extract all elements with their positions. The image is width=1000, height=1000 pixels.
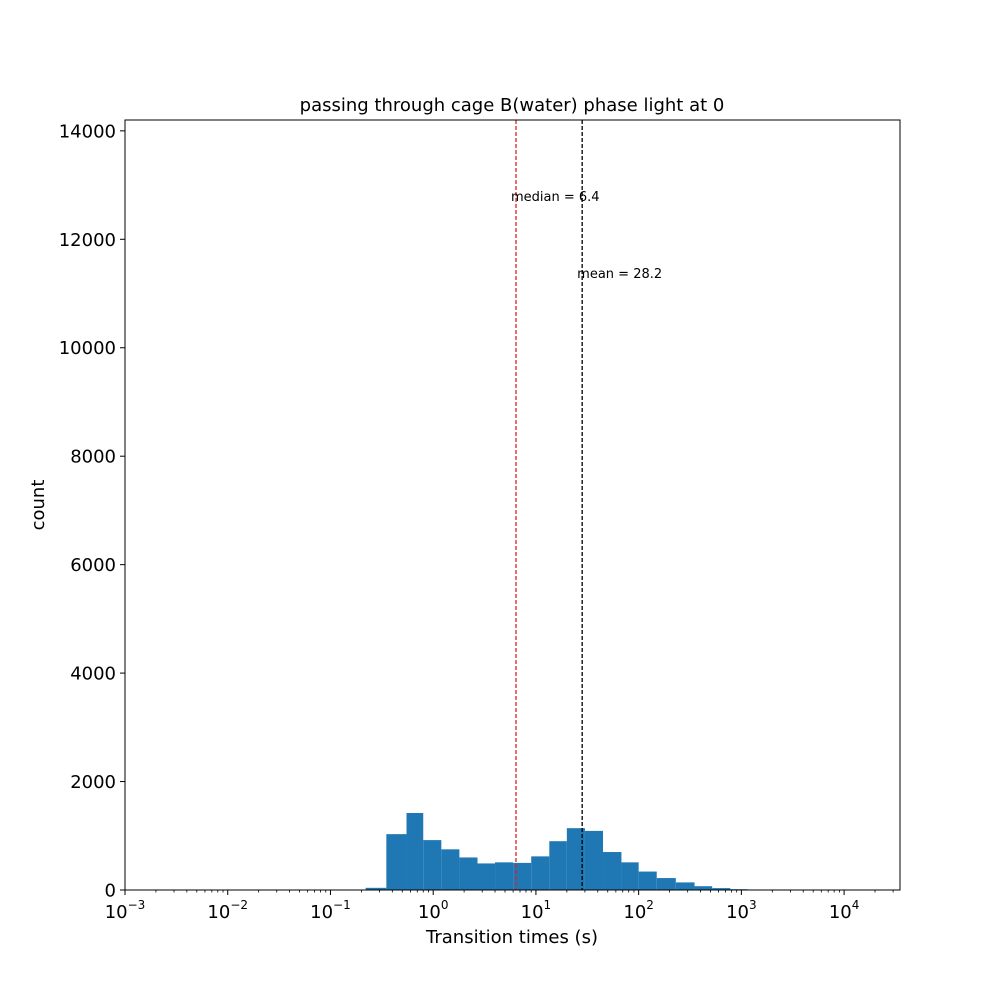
histogram-bar bbox=[694, 886, 713, 890]
x-tick-base: 10 bbox=[623, 902, 646, 923]
histogram-bar bbox=[584, 830, 604, 890]
x-tick-exponent: 1 bbox=[544, 898, 552, 912]
histogram-bar bbox=[638, 871, 657, 890]
x-tick-label: 10−3 bbox=[105, 898, 146, 923]
y-tick-label: 12000 bbox=[59, 230, 116, 251]
y-tick-label: 2000 bbox=[70, 772, 116, 793]
histogram-bar bbox=[365, 887, 387, 890]
y-tick-label: 14000 bbox=[59, 121, 116, 142]
bars-layer bbox=[365, 813, 748, 890]
x-axis: 10−3 10−2 10−1 100 101 102 103 104 bbox=[105, 890, 894, 923]
histogram-bar bbox=[531, 856, 550, 890]
x-tick-exponent: 0 bbox=[441, 898, 449, 912]
y-tick-label: 6000 bbox=[70, 555, 116, 576]
x-tick-exponent: 4 bbox=[852, 898, 860, 912]
histogram-bar bbox=[406, 813, 424, 890]
x-tick-exponent: −3 bbox=[128, 898, 146, 912]
x-tick-base: 10 bbox=[310, 902, 333, 923]
histogram-bar bbox=[603, 852, 622, 890]
histogram-bar bbox=[495, 862, 514, 890]
x-axis-label: Transition times (s) bbox=[425, 927, 598, 948]
histogram-bar bbox=[656, 878, 676, 890]
y-tick-label: 0 bbox=[105, 881, 116, 902]
x-tick-base: 10 bbox=[207, 902, 230, 923]
y-axis: 0 2000 4000 6000 8000 10000 12000 14000 bbox=[59, 121, 125, 902]
mean-label: mean = 28.2 bbox=[577, 267, 662, 282]
chart-title: passing through cage B(water) phase ligh… bbox=[300, 95, 725, 116]
histogram-bar bbox=[712, 888, 731, 890]
y-tick-label: 4000 bbox=[70, 664, 116, 685]
x-tick-label: 100 bbox=[418, 898, 449, 923]
x-tick-exponent: 2 bbox=[646, 898, 654, 912]
histogram-bar bbox=[423, 840, 442, 890]
y-axis-label: count bbox=[28, 480, 49, 531]
x-tick-base: 10 bbox=[105, 902, 128, 923]
histogram-bar bbox=[477, 863, 496, 890]
histogram-bar bbox=[549, 841, 567, 890]
x-tick-label: 101 bbox=[521, 898, 552, 923]
median-label: median = 6.4 bbox=[511, 190, 600, 205]
x-tick-base: 10 bbox=[726, 902, 749, 923]
x-tick-exponent: −2 bbox=[230, 898, 248, 912]
histogram-bar bbox=[621, 862, 639, 890]
x-tick-base: 10 bbox=[829, 902, 852, 923]
histogram-bar bbox=[566, 828, 585, 890]
x-tick-base: 10 bbox=[521, 902, 544, 923]
x-tick-exponent: −1 bbox=[333, 898, 351, 912]
x-tick-label: 10−1 bbox=[310, 898, 351, 923]
x-tick-label: 103 bbox=[726, 898, 757, 923]
histogram-bar bbox=[675, 882, 695, 890]
x-tick-label: 104 bbox=[829, 898, 860, 923]
histogram-bar bbox=[386, 834, 407, 890]
plot-frame bbox=[124, 119, 901, 891]
x-tick-label: 102 bbox=[623, 898, 654, 923]
x-tick-base: 10 bbox=[418, 902, 441, 923]
histogram-bar bbox=[441, 849, 460, 890]
histogram-bar bbox=[459, 857, 478, 890]
y-tick-label: 8000 bbox=[70, 447, 116, 468]
x-tick-label: 10−2 bbox=[207, 898, 248, 923]
histogram-bar bbox=[513, 862, 532, 890]
x-tick-exponent: 3 bbox=[749, 898, 757, 912]
y-tick-label: 10000 bbox=[59, 338, 116, 359]
reference-lines-layer: median = 6.4 mean = 28.2 bbox=[511, 120, 662, 890]
